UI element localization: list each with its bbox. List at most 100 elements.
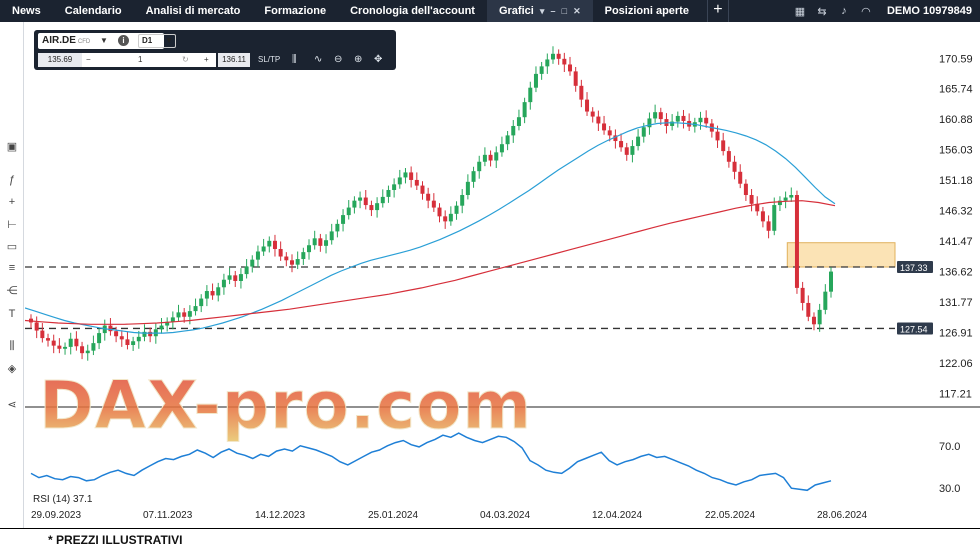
candle-body: [698, 117, 703, 123]
candle-body: [743, 183, 748, 196]
moving-average-fast: [25, 122, 836, 334]
candle-body: [63, 346, 68, 349]
sltp-button[interactable]: SL/TP: [258, 55, 281, 64]
layout-icon[interactable]: ▦: [794, 5, 806, 18]
move-icon[interactable]: ✥: [374, 54, 383, 65]
zoom-out-icon[interactable]: ⊖: [334, 54, 343, 65]
candle-body: [46, 338, 51, 341]
candle-body: [477, 161, 482, 172]
rsi-axis-label: 70.0: [939, 441, 960, 453]
chart-type-icon[interactable]: ▣: [6, 141, 18, 153]
channel-icon[interactable]: ⋲: [6, 285, 18, 297]
decrease-button[interactable]: −: [86, 55, 91, 64]
nav-news[interactable]: News: [12, 5, 41, 17]
candle-body: [443, 216, 448, 222]
candle-body: [499, 144, 504, 153]
candle-body: [369, 205, 374, 211]
rectangle-tool-icon[interactable]: ▭: [6, 241, 18, 253]
candle-body: [681, 115, 686, 121]
text-tool-icon[interactable]: T: [8, 308, 16, 320]
level-tag: [897, 260, 933, 273]
level-tag: [897, 322, 933, 335]
price-chart[interactable]: 137.33 127.54 170.59 165.74 160.88 156.03 151…: [25, 22, 980, 528]
sell-price-button[interactable]: 135.69: [38, 53, 82, 67]
time-axis-label: 25.01.2024: [368, 510, 418, 521]
candle-body: [267, 240, 272, 247]
candle-body: [227, 275, 232, 280]
candle-body: [80, 346, 85, 354]
candle-body: [318, 238, 323, 246]
disclaimer: * PREZZI ILLUSTRATIVI: [48, 533, 183, 547]
maximize-icon[interactable]: □: [561, 6, 567, 16]
candle-body: [721, 140, 726, 152]
share-icon[interactable]: ⋖: [7, 399, 17, 411]
candle-body: [726, 151, 731, 162]
candle-body: [284, 256, 289, 261]
candle-body: [312, 238, 317, 246]
symbol-selector[interactable]: AIR.DE CFD ▼ i D1 ▼: [38, 33, 176, 49]
symbol-name: AIR.DE: [42, 35, 76, 46]
quantity-input[interactable]: 1: [138, 55, 143, 64]
tab-posizioni-aperte[interactable]: Posizioni aperte: [604, 5, 689, 17]
candle-body: [329, 231, 334, 241]
candle-body: [653, 112, 658, 119]
candle-body: [295, 259, 300, 265]
candle-body: [68, 338, 73, 347]
crosshair-icon[interactable]: +: [8, 196, 16, 208]
time-axis-label: 07.11.2023: [143, 510, 193, 521]
candle-body: [278, 248, 283, 257]
candle-body: [522, 102, 527, 118]
chevron-down-icon: ▼: [165, 36, 173, 45]
candle-body: [335, 223, 340, 232]
candle-body: [800, 287, 805, 303]
account-badge[interactable]: DEMO 10979849: [877, 5, 980, 17]
chevron-down-icon[interactable]: ▼: [100, 36, 108, 45]
candle-body: [607, 130, 612, 136]
line-tool-icon[interactable]: ⊢: [7, 219, 17, 231]
nav-analisi-di-mercato[interactable]: Analisi di mercato: [145, 5, 241, 17]
candle-body: [34, 322, 39, 331]
candle-body: [448, 213, 453, 222]
nav-cronologia-account[interactable]: Cronologia dell'account: [350, 5, 475, 17]
buy-price-button[interactable]: 136.11: [218, 53, 250, 67]
candle-body: [460, 195, 465, 206]
candle-body: [533, 73, 538, 88]
zoom-in-icon[interactable]: ⊕: [354, 54, 363, 65]
bell-icon[interactable]: ♪: [841, 5, 847, 17]
chart-style-icon[interactable]: ⫼: [292, 54, 297, 65]
candle-body: [289, 260, 294, 265]
tab-grafici[interactable]: Grafici ▾ – □ ✕: [486, 0, 593, 22]
candle-body: [261, 246, 266, 252]
timeframe-selector[interactable]: D1 ▼: [138, 34, 176, 48]
candle-body: [51, 340, 56, 346]
candle-body: [528, 87, 533, 103]
candle-body: [602, 123, 607, 131]
refresh-icon[interactable]: ↻: [182, 55, 189, 64]
candle-body: [675, 115, 680, 122]
chevron-down-icon[interactable]: ▾: [539, 6, 545, 16]
price-axis-label: 117.21: [939, 388, 972, 400]
info-icon[interactable]: i: [118, 35, 129, 46]
candle-body: [204, 291, 209, 299]
time-axis-label: 04.03.2024: [480, 510, 530, 521]
nav-formazione[interactable]: Formazione: [264, 5, 327, 17]
deposit-icon[interactable]: ⇆: [817, 5, 827, 18]
indicator-icon[interactable]: ∿: [314, 54, 323, 65]
candle-body: [91, 343, 96, 351]
candle-body: [550, 53, 555, 60]
add-tab-icon[interactable]: +: [706, 0, 729, 22]
candle-body: [352, 200, 357, 208]
minimize-icon[interactable]: –: [550, 6, 556, 16]
wifi-icon: ◠: [861, 5, 871, 18]
candle-body: [829, 271, 833, 292]
level-value: 137.33: [900, 263, 928, 273]
indicator-icon[interactable]: ƒ: [8, 174, 16, 186]
fibonacci-icon[interactable]: ≡: [8, 262, 16, 274]
layers-icon[interactable]: ◈: [7, 363, 17, 375]
candle-body: [636, 136, 641, 147]
increase-button[interactable]: +: [204, 55, 209, 64]
close-icon[interactable]: ✕: [573, 6, 581, 16]
nav-calendario[interactable]: Calendario: [64, 5, 122, 17]
candle-body: [630, 146, 635, 155]
bars-icon[interactable]: ⫼: [9, 340, 15, 352]
